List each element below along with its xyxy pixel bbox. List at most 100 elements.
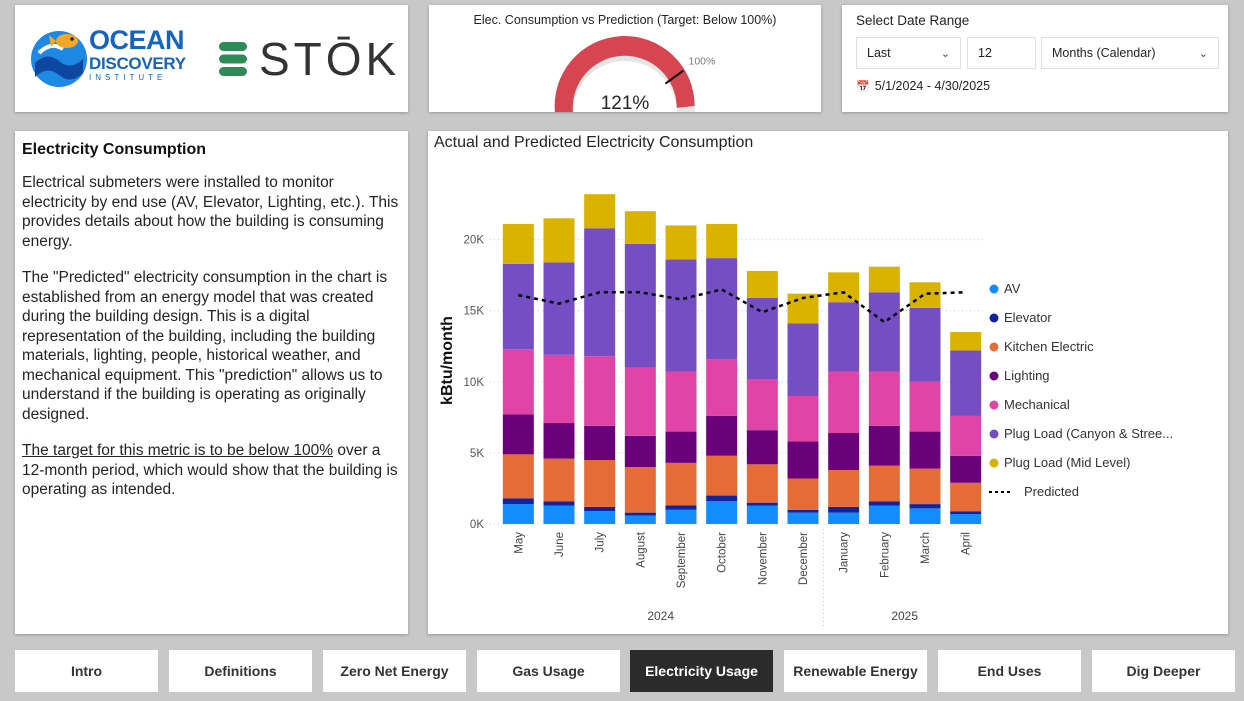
bar-segment-plug-load-canyon-stree[interactable]	[706, 258, 738, 360]
bar-segment-kitchen-electric[interactable]	[584, 460, 616, 507]
bar-segment-elevator[interactable]	[828, 506, 860, 513]
bar-segment-elevator[interactable]	[868, 501, 900, 506]
bar-segment-lighting[interactable]	[828, 433, 860, 470]
bar-segment-elevator[interactable]	[502, 498, 534, 505]
bar-segment-kitchen-electric[interactable]	[909, 468, 941, 505]
bar-segment-lighting[interactable]	[746, 430, 778, 465]
bar-segment-plug-load-canyon-stree[interactable]	[665, 259, 697, 372]
bar-segment-lighting[interactable]	[543, 423, 575, 459]
bar-segment-elevator[interactable]	[787, 509, 819, 513]
bar-segment-elevator[interactable]	[706, 495, 738, 502]
bar-segment-plug-load-canyon-stree[interactable]	[909, 307, 941, 382]
bar-segment-mechanical[interactable]	[787, 396, 819, 442]
bar-segment-av[interactable]	[502, 504, 534, 524]
bar-segment-plug-load-mid-level[interactable]	[746, 270, 778, 298]
bar-segment-elevator[interactable]	[909, 504, 941, 509]
bar-segment-av[interactable]	[950, 514, 982, 524]
bar-segment-mechanical[interactable]	[543, 354, 575, 424]
bar-segment-kitchen-electric[interactable]	[746, 464, 778, 503]
bar-segment-plug-load-mid-level[interactable]	[950, 332, 982, 351]
date-unit-dropdown[interactable]: Months (Calendar) ⌄	[1041, 37, 1219, 69]
bar-segment-plug-load-canyon-stree[interactable]	[746, 297, 778, 379]
bar-segment-av[interactable]	[543, 505, 575, 524]
legend-entry[interactable]: Plug Load (Canyon & Stree...	[1004, 426, 1173, 441]
bar-segment-plug-load-mid-level[interactable]	[502, 224, 534, 264]
bar-segment-elevator[interactable]	[665, 505, 697, 510]
bar-segment-kitchen-electric[interactable]	[828, 469, 860, 507]
bar-segment-lighting[interactable]	[502, 414, 534, 455]
bar-segment-plug-load-mid-level[interactable]	[543, 218, 575, 263]
bar-segment-mechanical[interactable]	[624, 367, 656, 436]
bar-segment-av[interactable]	[665, 509, 697, 524]
bar-segment-plug-load-canyon-stree[interactable]	[543, 262, 575, 355]
bar-segment-kitchen-electric[interactable]	[706, 455, 738, 496]
bar-segment-mechanical[interactable]	[706, 359, 738, 416]
legend-entry[interactable]: Kitchen Electric	[1004, 339, 1094, 354]
bar-segment-lighting[interactable]	[706, 415, 738, 456]
bar-segment-elevator[interactable]	[584, 506, 616, 512]
bar-segment-elevator[interactable]	[624, 512, 656, 516]
bar-segment-kitchen-electric[interactable]	[624, 467, 656, 513]
bar-segment-plug-load-mid-level[interactable]	[868, 266, 900, 293]
bar-segment-av[interactable]	[706, 501, 738, 524]
bar-segment-lighting[interactable]	[950, 455, 982, 483]
bar-segment-plug-load-canyon-stree[interactable]	[502, 263, 534, 350]
bar-segment-plug-load-mid-level[interactable]	[584, 194, 616, 229]
tab-renewable-energy[interactable]: Renewable Energy	[784, 650, 927, 692]
bar-segment-mechanical[interactable]	[828, 371, 860, 434]
date-mode-dropdown[interactable]: Last ⌄	[856, 37, 961, 69]
legend-entry[interactable]: Predicted	[1024, 484, 1079, 499]
bar-segment-elevator[interactable]	[746, 502, 778, 506]
bar-segment-plug-load-mid-level[interactable]	[706, 224, 738, 259]
bar-segment-kitchen-electric[interactable]	[543, 458, 575, 502]
bar-segment-plug-load-canyon-stree[interactable]	[950, 350, 982, 416]
bar-segment-plug-load-canyon-stree[interactable]	[624, 243, 656, 368]
bar-segment-lighting[interactable]	[909, 431, 941, 469]
tab-definitions[interactable]: Definitions	[169, 650, 312, 692]
bar-segment-lighting[interactable]	[787, 441, 819, 479]
bar-segment-av[interactable]	[868, 505, 900, 524]
bar-segment-kitchen-electric[interactable]	[868, 465, 900, 502]
bar-segment-plug-load-canyon-stree[interactable]	[787, 323, 819, 397]
bar-segment-mechanical[interactable]	[746, 378, 778, 431]
bar-segment-kitchen-electric[interactable]	[665, 462, 697, 506]
bar-segment-lighting[interactable]	[665, 431, 697, 463]
bar-segment-av[interactable]	[746, 505, 778, 524]
bar-segment-plug-load-canyon-stree[interactable]	[868, 292, 900, 372]
bar-segment-av[interactable]	[624, 515, 656, 524]
bar-segment-av[interactable]	[828, 512, 860, 524]
date-count-input[interactable]: 12	[967, 37, 1036, 69]
bar-segment-elevator[interactable]	[543, 501, 575, 506]
bar-segment-av[interactable]	[584, 511, 616, 524]
bar-segment-av[interactable]	[787, 512, 819, 524]
tab-zero-net-energy[interactable]: Zero Net Energy	[323, 650, 466, 692]
tab-electricity-usage[interactable]: Electricity Usage	[630, 650, 773, 692]
bar-segment-lighting[interactable]	[624, 435, 656, 468]
bar-segment-kitchen-electric[interactable]	[502, 454, 534, 499]
bar-segment-elevator[interactable]	[950, 511, 982, 515]
legend-entry[interactable]: AV	[1004, 281, 1021, 296]
bar-segment-mechanical[interactable]	[584, 356, 616, 426]
bar-segment-mechanical[interactable]	[909, 381, 941, 432]
bar-segment-mechanical[interactable]	[950, 415, 982, 456]
bar-segment-lighting[interactable]	[584, 425, 616, 461]
tab-end-uses[interactable]: End Uses	[938, 650, 1081, 692]
tab-intro[interactable]: Intro	[15, 650, 158, 692]
tab-gas-usage[interactable]: Gas Usage	[477, 650, 620, 692]
bar-segment-kitchen-electric[interactable]	[950, 482, 982, 512]
bar-segment-lighting[interactable]	[868, 425, 900, 466]
legend-entry[interactable]: Mechanical	[1004, 397, 1070, 412]
tab-dig-deeper[interactable]: Dig Deeper	[1092, 650, 1235, 692]
bar-segment-mechanical[interactable]	[502, 349, 534, 415]
bar-segment-mechanical[interactable]	[665, 371, 697, 432]
bar-segment-plug-load-mid-level[interactable]	[909, 282, 941, 308]
bar-segment-av[interactable]	[909, 508, 941, 524]
bar-segment-plug-load-mid-level[interactable]	[624, 211, 656, 244]
bar-segment-plug-load-mid-level[interactable]	[828, 272, 860, 303]
legend-entry[interactable]: Elevator	[1004, 310, 1052, 325]
legend-entry[interactable]: Plug Load (Mid Level)	[1004, 455, 1130, 470]
bar-segment-mechanical[interactable]	[868, 371, 900, 426]
bar-segment-plug-load-mid-level[interactable]	[665, 225, 697, 260]
legend-entry[interactable]: Lighting	[1004, 368, 1050, 383]
bar-segment-kitchen-electric[interactable]	[787, 478, 819, 510]
